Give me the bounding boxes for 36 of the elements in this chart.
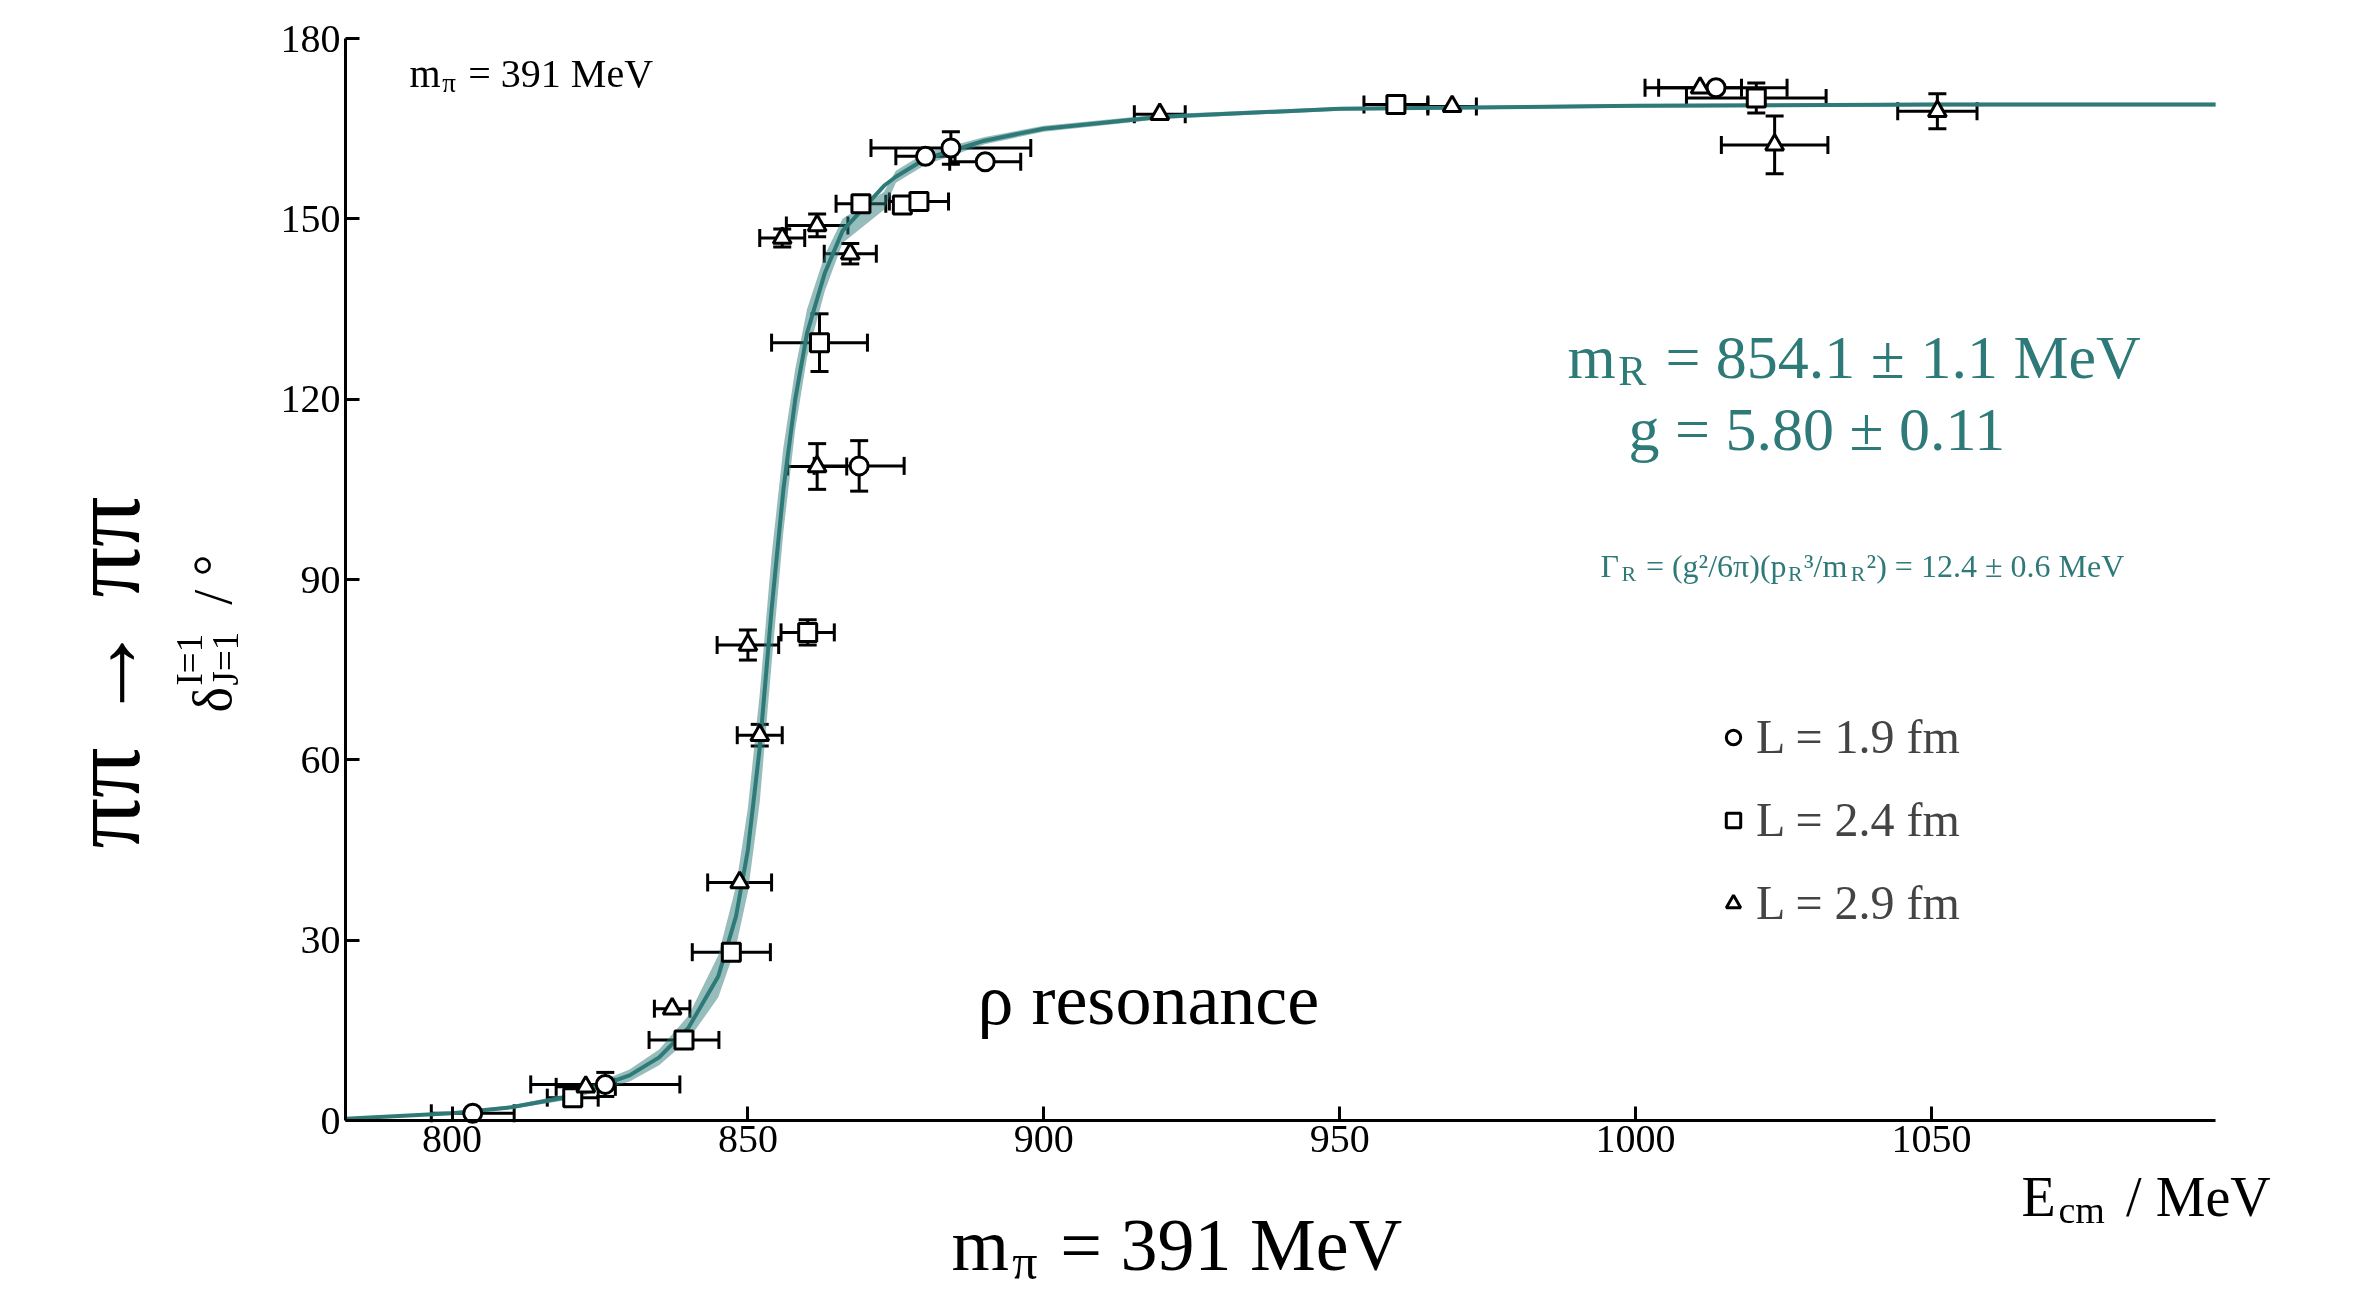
point (673, 1029, 695, 1051)
legend-label: L = 1.9 fm (1756, 709, 1960, 764)
x-tick-label: 1050 (1891, 1115, 1972, 1161)
point (850, 193, 872, 215)
y-tick-label: 150 (280, 195, 341, 241)
x-tick-label: 950 (1309, 1115, 1370, 1161)
point (1764, 133, 1786, 152)
annotation: ρ resonance (977, 959, 1320, 1040)
point (974, 151, 996, 173)
point (914, 145, 936, 167)
y-tick-label: 180 (280, 15, 341, 61)
point (1441, 94, 1463, 114)
y-tick-label: 30 (300, 917, 341, 963)
point (797, 621, 819, 643)
x-tick-label: 1000 (1595, 1115, 1676, 1161)
point (806, 213, 828, 233)
point (809, 332, 831, 354)
legend-label: L = 2.9 fm (1756, 875, 1960, 930)
point (908, 190, 930, 212)
x-tick-label: 850 (717, 1115, 778, 1161)
y-tick-label: 120 (280, 376, 341, 422)
point (1745, 87, 1767, 109)
text: ππ → ππ (50, 496, 161, 849)
point (940, 137, 962, 159)
point (562, 1087, 584, 1109)
annotation: g = 5.80 ± 0.11 (1628, 394, 2006, 463)
x-tick-label: 800 (422, 1115, 483, 1161)
point (720, 941, 742, 963)
y-tick-label: 0 (320, 1097, 341, 1143)
y-tick-label: 60 (300, 736, 341, 782)
legend-label: L = 2.4 fm (1756, 792, 1960, 847)
y-tick-label: 90 (300, 556, 341, 602)
point (1385, 94, 1407, 116)
x-tick-label: 900 (1013, 1115, 1074, 1161)
y-axis-title: δI=1J=1 / ° (169, 554, 246, 713)
point (848, 455, 870, 477)
